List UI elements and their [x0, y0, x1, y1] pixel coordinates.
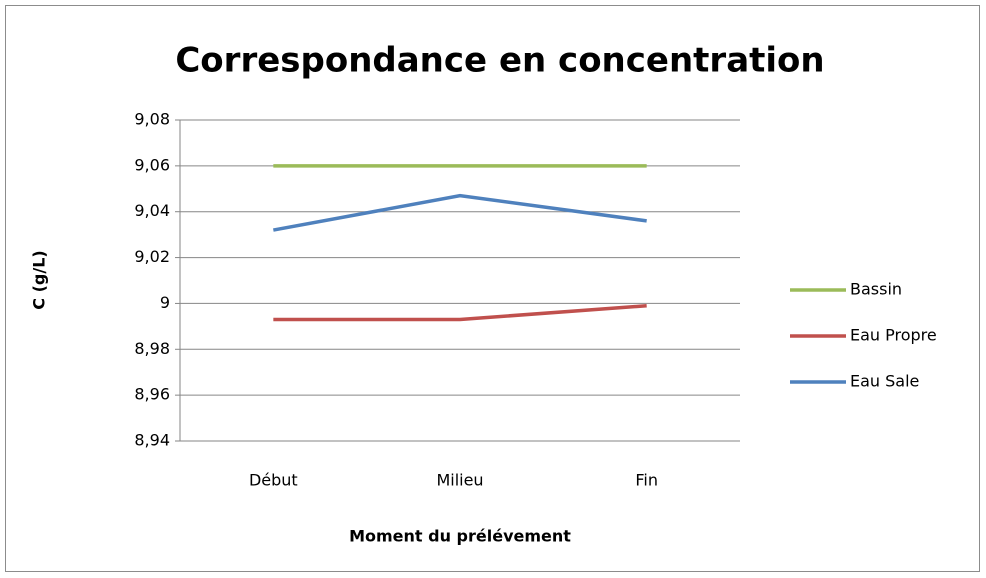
y-tick-label: 9,02 — [134, 247, 170, 266]
line-series — [273, 193, 647, 232]
legend-label: Bassin — [850, 280, 902, 299]
y-tick-label: 9,04 — [134, 201, 170, 220]
x-axis-label: Moment du prélévement — [349, 527, 571, 546]
y-tick-label: 8,96 — [134, 385, 170, 404]
y-tick-label: 9,06 — [134, 155, 170, 174]
y-tick-label: 8,98 — [134, 339, 170, 358]
chart-title: Correspondance en concentration — [175, 41, 824, 81]
y-tick-label: 9 — [160, 293, 170, 312]
line-series — [273, 303, 647, 322]
legend-label: Eau Propre — [850, 326, 937, 345]
legend-label: Eau Sale — [850, 372, 919, 391]
x-tick-label: Milieu — [436, 471, 483, 490]
x-tick-label: Fin — [635, 471, 658, 490]
x-tick-label: Début — [249, 471, 298, 490]
y-tick-label: 9,08 — [134, 110, 170, 129]
y-axis-label: C (g/L) — [30, 250, 49, 309]
y-tick-label: 8,94 — [134, 431, 170, 450]
